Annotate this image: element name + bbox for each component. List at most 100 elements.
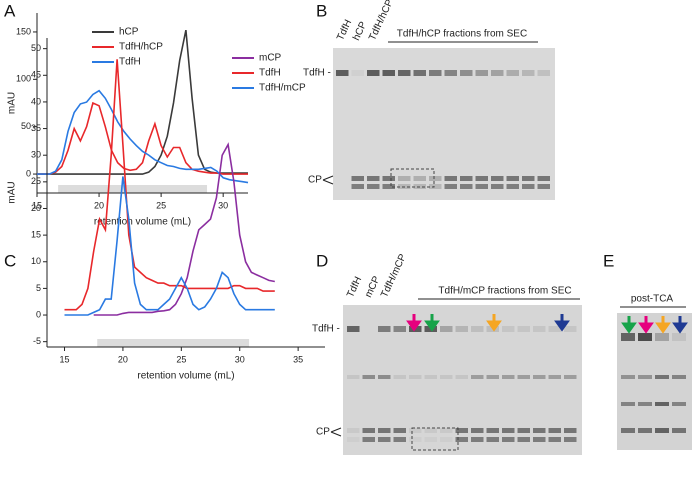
gel-band <box>460 176 473 181</box>
gel-band <box>424 428 437 433</box>
gel-band <box>455 326 468 332</box>
legend-label: TdfH/mCP <box>259 83 306 94</box>
y-tick-label: 5 <box>36 283 41 293</box>
gel-band <box>533 326 546 332</box>
gel-band <box>491 184 504 189</box>
gel-band <box>537 70 550 76</box>
gel-band <box>460 184 473 189</box>
gel-band <box>455 375 468 379</box>
gel-band <box>502 428 515 433</box>
gel-band <box>347 326 360 332</box>
gel-band <box>517 437 530 442</box>
lane-label: TdfH/hCP <box>367 0 396 42</box>
gel-band <box>444 184 457 189</box>
gel-band <box>393 428 406 433</box>
x-tick-label: 30 <box>235 354 245 364</box>
x-tick-label: 20 <box>118 354 128 364</box>
gel-band <box>444 70 457 76</box>
gel-band <box>533 375 546 379</box>
gel-band <box>398 176 411 181</box>
y-tick-label: 20 <box>31 203 41 213</box>
gel-header: post-TCA <box>631 294 674 305</box>
legend-label: TdfH <box>259 68 281 79</box>
arrow <box>406 314 422 332</box>
gel-band <box>471 326 484 332</box>
marker-label: TdfH - <box>312 324 340 335</box>
y-axis-label: mAU <box>7 92 18 114</box>
series-line <box>37 89 249 184</box>
y-tick-label: 30 <box>31 150 41 160</box>
legend-label: TdfH/hCP <box>119 42 163 53</box>
arrow <box>655 316 671 334</box>
gel-band <box>471 437 484 442</box>
gel-band <box>424 437 437 442</box>
gel-band <box>351 70 364 76</box>
gel-band <box>533 428 546 433</box>
gel-band <box>429 70 442 76</box>
gel-band <box>471 428 484 433</box>
gel-band <box>672 333 686 341</box>
gel-band <box>367 184 380 189</box>
y-tick-label: -5 <box>33 336 41 346</box>
gel-band <box>413 70 426 76</box>
x-axis-label: retention volume (mL) <box>137 371 234 382</box>
gel-band <box>564 375 577 379</box>
gel-band <box>455 428 468 433</box>
x-tick-label: 35 <box>293 354 303 364</box>
gel-band <box>564 428 577 433</box>
gel-band <box>638 428 652 433</box>
gel-band <box>502 437 515 442</box>
gel-band <box>537 184 550 189</box>
legend-label: TdfH <box>119 57 141 68</box>
panel-letter: C <box>4 251 16 270</box>
gel-band <box>655 333 669 341</box>
gel-band <box>440 428 453 433</box>
gel-band <box>347 375 360 379</box>
gel-band <box>429 184 442 189</box>
gel-band <box>621 402 635 406</box>
gel-band <box>455 437 468 442</box>
x-axis-label: retention volume (mL) <box>94 217 191 228</box>
gel-band <box>378 326 391 332</box>
gel-band <box>382 176 395 181</box>
gel-band <box>378 437 391 442</box>
gel-band <box>533 437 546 442</box>
gel-band <box>517 375 530 379</box>
series-line <box>64 59 275 311</box>
gel-e: post-TCA <box>617 294 692 450</box>
gel-band <box>382 70 395 76</box>
gel-band <box>424 375 437 379</box>
x-tick-label: 15 <box>32 200 42 210</box>
lane-label: TdfH <box>345 275 364 299</box>
gel-band <box>517 326 530 332</box>
gel <box>333 48 555 200</box>
gel-band <box>378 428 391 433</box>
gel-band <box>548 428 561 433</box>
arrow <box>638 316 654 334</box>
x-tick-label: 25 <box>156 200 166 210</box>
gel-band <box>362 437 375 442</box>
gel-band <box>351 176 364 181</box>
gel-band <box>347 428 360 433</box>
gel-band <box>378 375 391 379</box>
arrow <box>672 316 688 334</box>
y-tick-label: 40 <box>31 96 41 106</box>
gel-band <box>382 184 395 189</box>
fraction-band <box>58 185 208 193</box>
gel-band <box>429 176 442 181</box>
arrow <box>621 316 637 334</box>
gel-band <box>336 70 349 76</box>
gel-band <box>655 375 669 379</box>
panel-letter: B <box>316 1 327 20</box>
gel-band <box>621 375 635 379</box>
gel-band <box>475 176 488 181</box>
gel-band <box>672 402 686 406</box>
gel-band <box>638 402 652 406</box>
gel-band <box>440 375 453 379</box>
gel-band <box>440 326 453 332</box>
y-axis-label: mAU <box>7 181 18 203</box>
gel-band <box>491 176 504 181</box>
gel-d: TdfH mCP TdfH/mCP TdfH/mCP fractions fro… <box>312 252 582 455</box>
panel-letter: A <box>4 1 16 20</box>
